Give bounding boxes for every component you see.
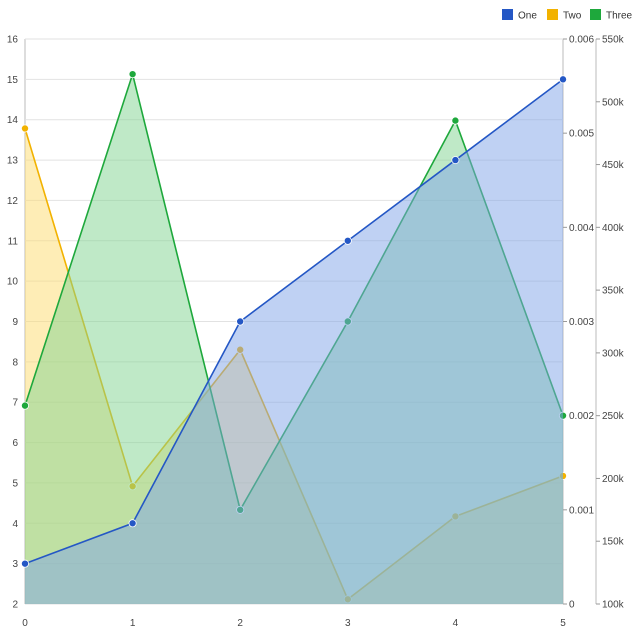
y-right1-tick-label: 0.004 bbox=[569, 223, 594, 234]
y-tick-label: 6 bbox=[12, 438, 18, 449]
legend-item-one: One bbox=[502, 9, 537, 22]
x-tick-label: 1 bbox=[130, 618, 136, 629]
y-tick-label: 4 bbox=[12, 519, 18, 530]
y-tick-label: 16 bbox=[7, 35, 19, 46]
right-axis-1-ticks: 0 0.001 0.002 0.003 0.004 0.005 0.006 bbox=[563, 35, 594, 611]
y-right2-tick-label: 200k bbox=[602, 474, 625, 485]
x-tick-label: 3 bbox=[345, 618, 351, 629]
data-point bbox=[451, 116, 460, 125]
data-point bbox=[128, 519, 137, 528]
data-point bbox=[20, 124, 29, 133]
data-point bbox=[20, 401, 29, 410]
data-point bbox=[236, 317, 245, 326]
data-point bbox=[128, 70, 137, 79]
legend-swatch bbox=[590, 9, 601, 20]
y-tick-label: 7 bbox=[12, 398, 18, 409]
y-right2-tick-label: 250k bbox=[602, 411, 625, 422]
legend-item-two: Two bbox=[547, 9, 582, 22]
legend: One Two Three bbox=[502, 9, 633, 22]
y-right1-tick-label: 0.001 bbox=[569, 505, 594, 516]
x-axis-ticks: 0 1 2 3 4 5 bbox=[22, 618, 566, 629]
series-area bbox=[25, 79, 563, 605]
legend-swatch bbox=[547, 9, 558, 20]
data-point bbox=[20, 559, 29, 568]
y-tick-label: 11 bbox=[8, 236, 19, 247]
legend-item-three: Three bbox=[590, 9, 633, 22]
y-right2-tick-label: 450k bbox=[602, 160, 625, 171]
y-tick-label: 5 bbox=[12, 478, 18, 489]
y-right2-tick-label: 300k bbox=[602, 348, 625, 359]
left-axis-ticks: 2 3 4 5 6 7 8 9 10 11 12 13 14 15 16 bbox=[7, 35, 19, 611]
x-tick-label: 5 bbox=[560, 618, 566, 629]
y-tick-label: 12 bbox=[7, 196, 19, 207]
y-tick-label: 2 bbox=[12, 600, 18, 611]
y-right2-tick-label: 100k bbox=[602, 600, 625, 611]
y-tick-label: 8 bbox=[12, 357, 18, 368]
y-tick-label: 15 bbox=[7, 75, 19, 86]
y-tick-label: 9 bbox=[12, 317, 18, 328]
x-tick-label: 4 bbox=[453, 618, 459, 629]
y-right1-tick-label: 0.002 bbox=[569, 411, 594, 422]
data-point bbox=[559, 75, 568, 84]
x-tick-label: 2 bbox=[237, 618, 243, 629]
y-tick-label: 14 bbox=[7, 115, 19, 126]
right-axis-2-ticks: 100k 150k 200k 250k 300k 350k 400k 450k 500k 550k bbox=[595, 35, 625, 611]
legend-label: Three bbox=[606, 11, 633, 22]
y-right2-tick-label: 550k bbox=[602, 35, 625, 46]
data-point bbox=[343, 236, 352, 245]
y-tick-label: 3 bbox=[12, 559, 18, 570]
x-tick-label: 0 bbox=[22, 618, 28, 629]
series-line bbox=[24, 78, 564, 565]
y-right1-tick-label: 0.005 bbox=[569, 129, 594, 140]
y-tick-label: 13 bbox=[7, 156, 19, 167]
y-tick-label: 10 bbox=[7, 277, 19, 288]
legend-label: One bbox=[518, 11, 537, 22]
y-right1-tick-label: 0.003 bbox=[569, 317, 594, 328]
y-right1-tick-label: 0 bbox=[569, 600, 575, 611]
series-one bbox=[20, 75, 568, 605]
y-right1-tick-label: 0.006 bbox=[569, 35, 594, 46]
legend-label: Two bbox=[563, 11, 582, 22]
data-point bbox=[451, 156, 460, 165]
y-right2-tick-label: 350k bbox=[602, 286, 625, 297]
legend-swatch bbox=[502, 9, 513, 20]
y-right2-tick-label: 400k bbox=[602, 223, 625, 234]
y-right2-tick-label: 500k bbox=[602, 97, 625, 108]
y-right2-tick-label: 150k bbox=[602, 537, 625, 548]
